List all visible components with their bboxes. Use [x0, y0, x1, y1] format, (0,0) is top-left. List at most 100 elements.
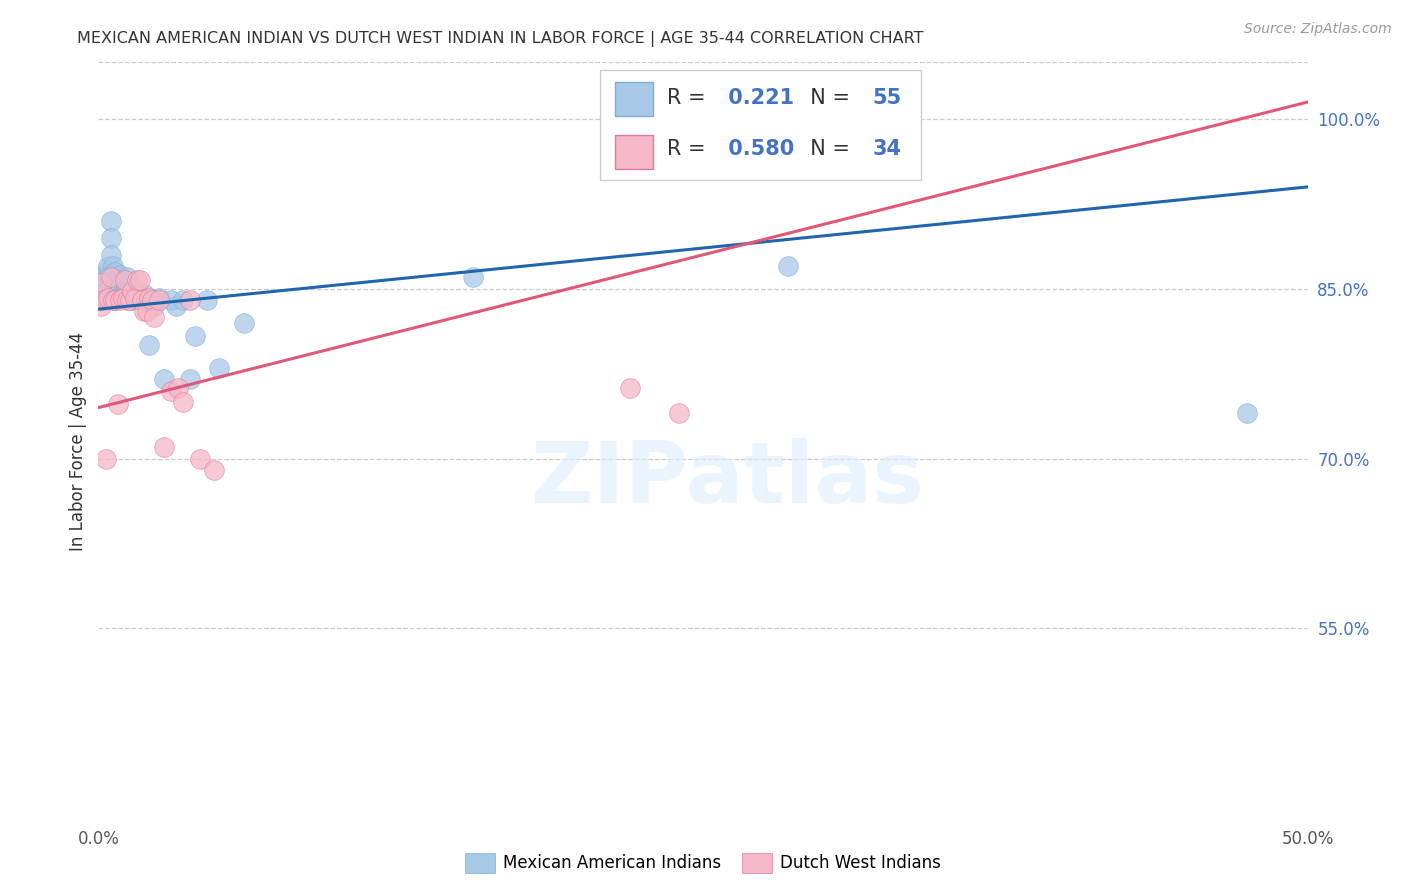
Point — [204, 463, 226, 477]
Point — [668, 406, 690, 420]
Point — [776, 259, 799, 273]
Point — [114, 276, 136, 290]
Legend: Mexican American Indians, Dutch West Indians: Mexican American Indians, Dutch West Ind… — [458, 847, 948, 880]
Point — [107, 397, 129, 411]
Point — [127, 287, 149, 301]
Point — [134, 304, 156, 318]
Point — [188, 451, 211, 466]
Point — [100, 270, 122, 285]
Point — [121, 284, 143, 298]
Point — [104, 265, 127, 279]
Point — [124, 284, 146, 298]
Text: 34: 34 — [872, 139, 901, 159]
Point — [138, 338, 160, 352]
Point — [90, 276, 112, 290]
Point — [97, 282, 120, 296]
Point — [184, 329, 207, 343]
Point — [117, 284, 139, 298]
Point — [167, 381, 190, 395]
Point — [172, 293, 194, 307]
Point — [90, 287, 112, 301]
Point — [108, 279, 131, 293]
Point — [208, 361, 231, 376]
Bar — [614, 135, 654, 169]
Point — [104, 276, 127, 290]
Point — [91, 293, 114, 307]
Point — [179, 372, 201, 386]
Point — [160, 293, 183, 307]
Text: N =: N = — [797, 87, 856, 108]
Point — [232, 316, 254, 330]
Bar — [614, 82, 654, 116]
Point — [101, 287, 124, 301]
Point — [97, 270, 120, 285]
Point — [1236, 406, 1258, 420]
Point — [165, 299, 187, 313]
Point — [111, 291, 134, 305]
Point — [111, 287, 134, 301]
Point — [172, 395, 194, 409]
Point — [90, 276, 112, 290]
Point — [121, 293, 143, 307]
Point — [195, 293, 218, 307]
Point — [128, 291, 150, 305]
Point — [118, 282, 141, 296]
Point — [127, 273, 149, 287]
Point — [114, 290, 136, 304]
Point — [131, 293, 153, 307]
Point — [138, 291, 160, 305]
Point — [124, 291, 146, 305]
Point — [148, 293, 170, 307]
Point — [141, 293, 163, 307]
Point — [108, 268, 131, 283]
Point — [107, 284, 129, 298]
Text: 0.580: 0.580 — [721, 139, 794, 159]
Point — [152, 440, 174, 454]
Text: N =: N = — [797, 139, 856, 159]
Point — [111, 273, 134, 287]
Point — [101, 273, 124, 287]
Text: ZIPatlas: ZIPatlas — [530, 438, 924, 521]
Point — [179, 293, 201, 307]
Point — [100, 248, 122, 262]
Text: Source: ZipAtlas.com: Source: ZipAtlas.com — [1244, 22, 1392, 37]
Point — [117, 270, 139, 285]
Point — [100, 214, 122, 228]
Point — [463, 270, 485, 285]
Point — [91, 282, 114, 296]
Point — [94, 451, 117, 466]
Point — [94, 273, 117, 287]
Text: 0.221: 0.221 — [721, 87, 794, 108]
Point — [97, 259, 120, 273]
Text: MEXICAN AMERICAN INDIAN VS DUTCH WEST INDIAN IN LABOR FORCE | AGE 35-44 CORRELAT: MEXICAN AMERICAN INDIAN VS DUTCH WEST IN… — [77, 31, 924, 47]
Point — [94, 293, 117, 307]
Point — [117, 293, 139, 307]
Point — [108, 293, 131, 307]
Point — [101, 293, 124, 307]
Point — [128, 273, 150, 287]
Point — [152, 372, 174, 386]
Point — [118, 293, 141, 307]
Point — [91, 293, 114, 307]
Point — [107, 273, 129, 287]
Point — [134, 287, 156, 301]
Point — [148, 291, 170, 305]
Point — [141, 293, 163, 307]
Point — [97, 291, 120, 305]
Point — [143, 310, 166, 324]
Point — [94, 284, 117, 298]
Y-axis label: In Labor Force | Age 35-44: In Labor Force | Age 35-44 — [69, 332, 87, 551]
Point — [104, 293, 127, 307]
Text: R =: R = — [666, 87, 711, 108]
Point — [143, 299, 166, 313]
FancyBboxPatch shape — [600, 70, 921, 180]
Point — [619, 381, 641, 395]
Point — [100, 231, 122, 245]
Point — [101, 259, 124, 273]
Point — [104, 293, 127, 307]
Point — [135, 304, 157, 318]
Point — [91, 270, 114, 285]
Text: 55: 55 — [872, 87, 901, 108]
Point — [90, 299, 112, 313]
Point — [131, 293, 153, 307]
